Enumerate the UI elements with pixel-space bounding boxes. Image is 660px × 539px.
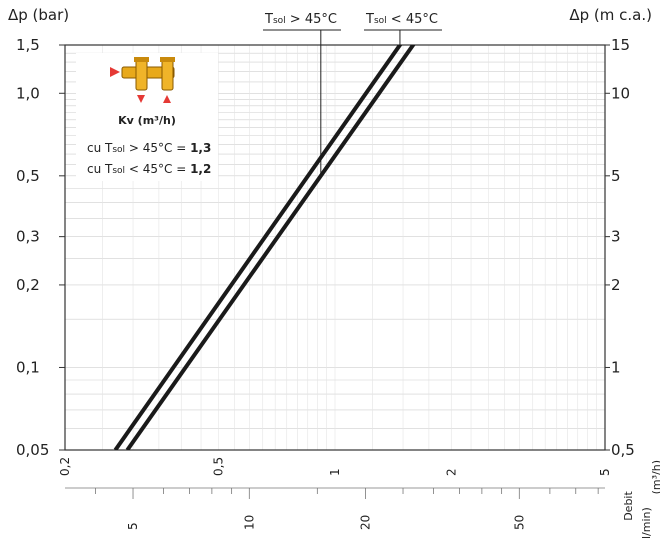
kv-row-cold: cu Tsol < 45°C = 1,2: [87, 162, 211, 176]
legend-item-hot: Tsol > 45°C: [264, 12, 337, 27]
x-tick-label-m3h: 5: [598, 468, 612, 476]
x-axis-unit-lmin: l/min): [640, 507, 653, 539]
y-tick-label-left: 0,3: [16, 228, 40, 246]
outlet-arrow-icon: [137, 95, 145, 103]
x-tick-label-m3h: 0,2: [58, 457, 72, 476]
return-arrow-icon: [163, 95, 171, 103]
y-tick-label-right: 1: [611, 358, 621, 376]
x-axis-unit-m3h: (m³/h): [650, 460, 660, 494]
y-tick-label-right: 3: [611, 228, 621, 246]
valve-icon: [110, 57, 175, 103]
x-tick-label-lmin: 5: [126, 522, 140, 530]
y-tick-label-left: 1,0: [16, 84, 40, 102]
plot-frame: [64, 44, 606, 451]
y-tick-label-right: 2: [611, 276, 621, 294]
x-tick-labels: 0,2 0,5 1 2 5 5 10 20 50: [58, 457, 612, 530]
inlet-arrow-icon: [110, 67, 120, 77]
series-line-hot: [125, 45, 416, 450]
y-tick-label-right: 10: [611, 84, 630, 102]
y-tick-label-left: 0,05: [16, 441, 49, 459]
x-tick-label-lmin: 20: [359, 515, 373, 530]
kv-title: Kv (m³/h): [118, 114, 176, 127]
y-tick-labels: 1,5 15 1,0 10 0,5 5 0,3 3 0,2 2 0,1 1 0,05 0,5: [16, 36, 635, 459]
y-tick-label-right: 5: [611, 167, 621, 185]
legend-leader-lines: [320, 30, 401, 176]
y-tick-label-right: 15: [611, 36, 630, 54]
y-tick-label-left: 0,2: [16, 276, 40, 294]
x-axis-label: Debit: [622, 491, 635, 521]
y-tick-label-left: 0,5: [16, 167, 40, 185]
kv-info-box: Kv (m³/h) cu Tsol > 45°C = 1,3 cu Tsol <…: [76, 53, 218, 181]
y-axis-right-label: Δp (m c.a.): [569, 6, 652, 24]
y-axis-left-label: Δp (bar): [8, 6, 69, 24]
x-tick-label-m3h: 0,5: [212, 457, 226, 476]
chart-series: [113, 45, 416, 450]
x-tick-label-lmin: 10: [242, 515, 256, 530]
series-line-cold: [113, 45, 403, 450]
x-tick-label-m3h: 1: [328, 468, 342, 476]
x-tick-label-m3h: 2: [444, 468, 458, 476]
y-tick-label-left: 0,1: [16, 358, 40, 376]
series-group: [113, 45, 416, 450]
y-tick-label-left: 1,5: [16, 36, 40, 54]
y-tick-label-right: 0,5: [611, 441, 635, 459]
kv-row-hot: cu Tsol > 45°C = 1,3: [87, 141, 211, 155]
x-tick-label-lmin: 50: [512, 515, 526, 530]
legend-item-cold: Tsol < 45°C: [365, 12, 438, 27]
legend-temperature: Tsol > 45°C Tsol < 45°C: [263, 12, 442, 31]
